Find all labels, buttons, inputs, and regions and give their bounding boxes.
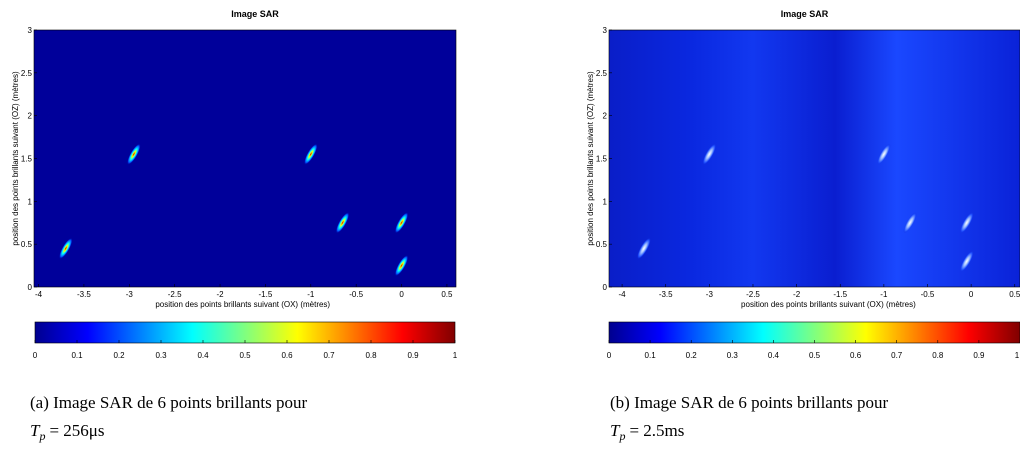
x-tick-label: -2 [793,290,801,299]
x-tick-label: 0.5 [1009,290,1020,299]
x-tick-label: -2.5 [746,290,760,299]
caption-text: (a) Image SAR de 6 points brillants pour [30,393,307,412]
y-tick-label: 1 [28,197,33,206]
y-axis-label: position des points brillants suivant (O… [586,71,595,246]
colorbar-tick-label: 0.7 [891,351,903,360]
bright-point [960,250,974,272]
colorbar-tick-label: 0.3 [155,351,167,360]
colorbar-tick-label: 0.9 [407,351,419,360]
bright-point [702,143,717,165]
x-tick-label: -2.5 [168,290,182,299]
y-tick-label: 2 [603,112,608,121]
caption-part: p [618,429,625,443]
bright-point [59,237,73,259]
colorbar-tick-label: 0.1 [71,351,83,360]
caption-part: T [30,421,41,440]
y-tick-label: 3 [28,26,33,35]
y-tick-label: 0.5 [596,240,608,249]
bright-point [903,212,917,234]
colorbar-tick-label: 0.3 [727,351,739,360]
bright-point [304,143,318,165]
y-tick-label: 1.5 [21,155,33,164]
colorbar-tick-label: 0.1 [645,351,657,360]
y-tick-label: 2 [28,112,33,121]
x-tick-label: -1.5 [259,290,273,299]
y-tick-label: 2.5 [596,69,608,78]
x-tick-label: -3 [706,290,714,299]
x-tick-label: 0.5 [441,290,453,299]
x-tick-label: -1 [880,290,888,299]
y-axis-label: position des points brillants suivant (O… [11,71,20,246]
x-axis-label: position des points brillants suivant (O… [155,300,330,309]
bright-point [877,143,891,165]
colorbar-tick-label: 0 [607,351,612,360]
x-tick-label: -4 [619,290,627,299]
bright-point [335,212,350,234]
caption-part: T [610,421,621,440]
bright-point [127,143,141,165]
y-tick-label: 3 [603,26,608,35]
x-tick-label: -4 [35,290,43,299]
colorbar-tick-label: 0 [33,351,38,360]
x-tick-label: -2 [216,290,224,299]
colorbar-tick-label: 0.9 [973,351,985,360]
y-tick-label: 1 [603,197,608,206]
y-tick-label: 1.5 [596,155,608,164]
caption-part: = 2.5ms [629,421,684,440]
x-tick-label: -0.5 [349,290,363,299]
x-tick-label: 0 [399,290,404,299]
colorbar-tick-label: 1 [453,351,458,360]
colorbar-tick-label: 0.8 [365,351,377,360]
y-tick-label: 0 [603,283,608,292]
x-tick-label: -3.5 [659,290,673,299]
colorbar-tick-label: 0.5 [809,351,821,360]
bright-point [394,212,409,234]
caption: (a) Image SAR de 6 points brillants pour [30,393,307,412]
x-axis-label: position des points brillants suivant (O… [741,300,916,309]
bright-point [394,255,409,277]
colorbar-tick-label: 0.7 [323,351,335,360]
colorbar-tick-label: 0.6 [850,351,862,360]
colorbar-tick-label: 0.6 [281,351,293,360]
heatmap-background [609,30,1020,287]
colorbar-tick-label: 0.4 [768,351,780,360]
x-tick-label: -3 [126,290,134,299]
colorbar-tick-label: 0.2 [686,351,698,360]
colorbar [34,321,456,344]
x-tick-label: -0.5 [921,290,935,299]
caption: (b) Image SAR de 6 points brillants pour [610,393,888,412]
colorbar-tick-label: 0.4 [197,351,209,360]
caption-part: = 256μs [49,421,104,440]
colorbar [608,321,1020,344]
x-tick-label: -3.5 [77,290,91,299]
y-tick-label: 0.5 [21,240,33,249]
caption-part: p [38,429,45,443]
x-tick-label: 0 [969,290,974,299]
caption-formula: Tp = 2.5ms [610,421,684,443]
bright-point [960,212,974,234]
colorbar-tick-label: 0.8 [932,351,944,360]
x-tick-label: -1.5 [833,290,847,299]
chart-title: Image SAR [231,9,279,19]
heatmap-background [34,30,456,287]
y-tick-label: 0 [28,283,33,292]
colorbar-tick-label: 1 [1015,351,1020,360]
x-tick-label: -1 [307,290,315,299]
colorbar-tick-label: 0.5 [239,351,251,360]
colorbar-tick-label: 0.2 [113,351,125,360]
caption-text: (b) Image SAR de 6 points brillants pour [610,393,888,412]
caption-formula: Tp = 256μs [30,421,105,443]
bright-point [637,237,651,259]
y-tick-label: 2.5 [21,69,33,78]
chart-title: Image SAR [781,9,829,19]
